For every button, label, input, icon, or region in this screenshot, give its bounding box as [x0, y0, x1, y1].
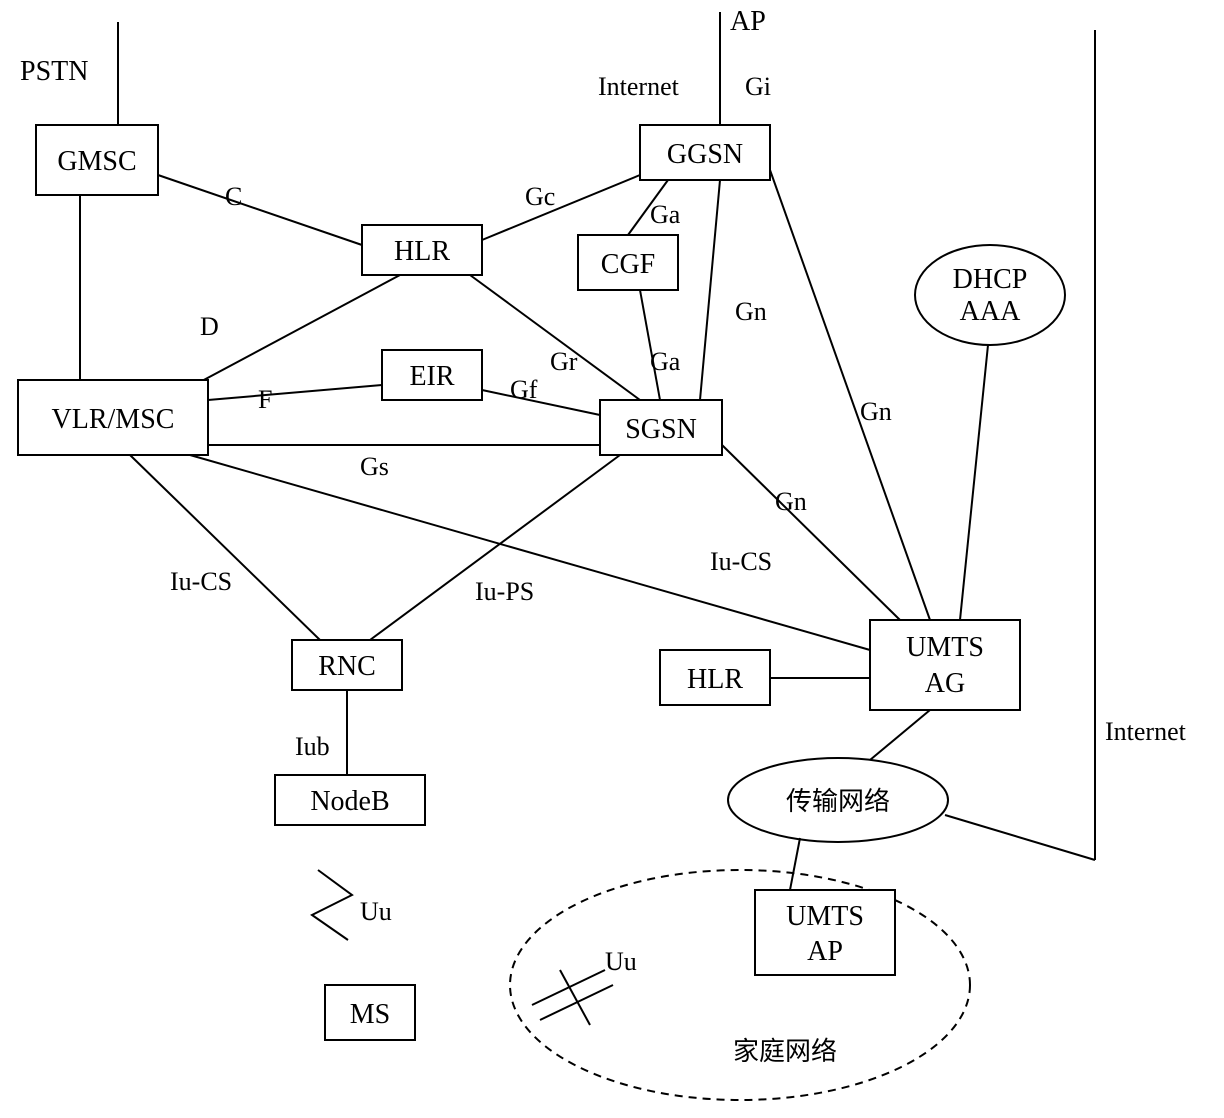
label-c: C: [225, 182, 242, 211]
edge-hlr-sgsn: [470, 275, 640, 400]
label-gr: Gr: [550, 347, 578, 376]
edge-trans-internet: [945, 815, 1095, 860]
label-internet-right: Internet: [1105, 717, 1187, 746]
label-uu1: Uu: [360, 897, 392, 926]
edge-vlrmsc-eir: [208, 385, 382, 400]
label-gn3: Gn: [775, 487, 807, 516]
wireless-uu-right2-icon: [540, 985, 613, 1020]
edge-ggsn-sgsn: [700, 180, 720, 400]
label-vlrmsc: VLR/MSC: [52, 404, 175, 435]
edge-hlr-ggsn: [482, 175, 640, 240]
label-iucs1: Iu-CS: [170, 567, 232, 596]
edge-eir-sgsn: [482, 390, 600, 415]
edge-vlrmsc-hlr: [200, 275, 400, 382]
label-gc: Gc: [525, 182, 555, 211]
label-d: D: [200, 312, 219, 341]
label-gf: Gf: [510, 375, 538, 404]
label-f: F: [258, 385, 272, 414]
edge-dhcp-umtsag: [960, 345, 988, 620]
label-umtsap-1: UMTS: [786, 901, 864, 932]
label-transport: 传输网络: [786, 787, 890, 816]
edge-trans-umtsap: [790, 838, 800, 890]
label-dhcp-2: AAA: [960, 296, 1021, 327]
label-rnc: RNC: [318, 651, 376, 682]
label-gn2: Gn: [860, 397, 892, 426]
label-internet-top: Internet: [598, 72, 680, 101]
edge-sgsn-rnc: [370, 455, 620, 640]
label-ga1: Ga: [650, 200, 681, 229]
edge-cgf-sgsn: [640, 290, 660, 400]
label-umtsap-2: AP: [807, 936, 843, 967]
label-home-network: 家庭网络: [733, 1037, 837, 1066]
label-umtsag-1: UMTS: [906, 632, 984, 663]
label-sgsn: SGSN: [625, 414, 697, 445]
edge-gmsc-hlr: [158, 175, 362, 245]
label-nodeb: NodeB: [310, 786, 389, 817]
edge-ggsn-umtsag: [770, 170, 930, 620]
label-uu2: Uu: [605, 947, 637, 976]
label-ap: AP: [730, 6, 766, 37]
label-ggsn: GGSN: [667, 139, 743, 170]
label-hlr2: HLR: [687, 664, 743, 695]
edge-sgsn-umtsag: [722, 445, 900, 620]
label-cgf: CGF: [601, 249, 655, 280]
label-dhcp-1: DHCP: [953, 264, 1028, 295]
label-hlr: HLR: [394, 236, 450, 267]
label-ga2: Ga: [650, 347, 681, 376]
label-iups: Iu-PS: [475, 577, 534, 606]
label-iucs2: Iu-CS: [710, 547, 772, 576]
label-gmsc: GMSC: [57, 146, 136, 177]
node-dhcp-aaa: [915, 245, 1065, 345]
label-pstn: PSTN: [20, 56, 88, 87]
label-eir: EIR: [409, 361, 454, 392]
label-gn1: Gn: [735, 297, 767, 326]
label-gs: Gs: [360, 452, 389, 481]
wireless-uu-left-icon: [312, 870, 352, 940]
label-umtsag-2: AG: [925, 668, 965, 699]
edge-vlrmsc-rnc: [130, 455, 320, 640]
label-iub: Iub: [295, 732, 330, 761]
edge-umtsag-trans: [870, 710, 930, 760]
label-gi: Gi: [745, 72, 771, 101]
label-ms: MS: [350, 999, 390, 1030]
